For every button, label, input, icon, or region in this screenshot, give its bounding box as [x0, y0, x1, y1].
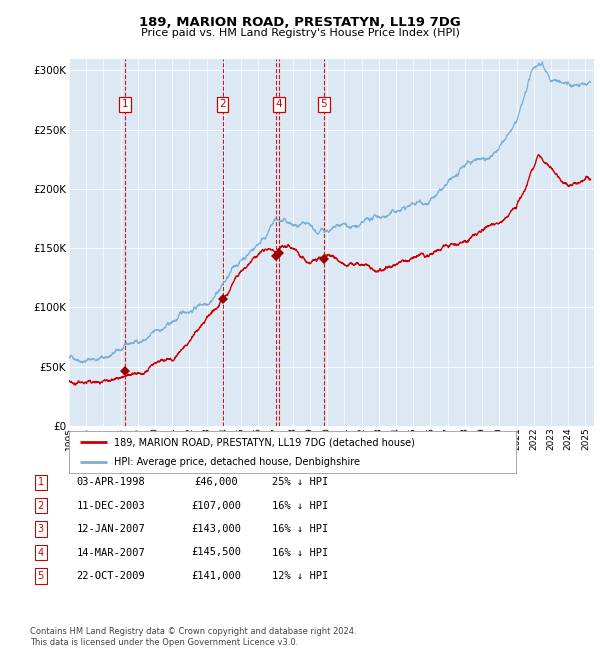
Text: 5: 5 — [38, 571, 44, 581]
Text: 2: 2 — [38, 500, 44, 511]
Text: 189, MARION ROAD, PRESTATYN, LL19 7DG (detached house): 189, MARION ROAD, PRESTATYN, LL19 7DG (d… — [114, 437, 415, 447]
Text: 1: 1 — [38, 477, 44, 488]
Text: 4: 4 — [38, 547, 44, 558]
Text: 5: 5 — [320, 99, 327, 109]
Text: 14-MAR-2007: 14-MAR-2007 — [77, 547, 145, 558]
Text: 4: 4 — [275, 99, 283, 109]
Text: 2: 2 — [220, 99, 226, 109]
Text: Contains HM Land Registry data © Crown copyright and database right 2024.
This d: Contains HM Land Registry data © Crown c… — [30, 627, 356, 647]
Text: £107,000: £107,000 — [191, 500, 241, 511]
Text: 3: 3 — [38, 524, 44, 534]
Text: HPI: Average price, detached house, Denbighshire: HPI: Average price, detached house, Denb… — [114, 457, 360, 467]
Text: £143,000: £143,000 — [191, 524, 241, 534]
Text: 16% ↓ HPI: 16% ↓ HPI — [272, 524, 328, 534]
Text: 03-APR-1998: 03-APR-1998 — [77, 477, 145, 488]
Text: 22-OCT-2009: 22-OCT-2009 — [77, 571, 145, 581]
Text: 12-JAN-2007: 12-JAN-2007 — [77, 524, 145, 534]
Text: £46,000: £46,000 — [194, 477, 238, 488]
Text: 16% ↓ HPI: 16% ↓ HPI — [272, 547, 328, 558]
Text: 12% ↓ HPI: 12% ↓ HPI — [272, 571, 328, 581]
Text: Price paid vs. HM Land Registry's House Price Index (HPI): Price paid vs. HM Land Registry's House … — [140, 28, 460, 38]
Text: 25% ↓ HPI: 25% ↓ HPI — [272, 477, 328, 488]
Text: 1: 1 — [122, 99, 128, 109]
Text: 16% ↓ HPI: 16% ↓ HPI — [272, 500, 328, 511]
Text: £145,500: £145,500 — [191, 547, 241, 558]
Text: 189, MARION ROAD, PRESTATYN, LL19 7DG: 189, MARION ROAD, PRESTATYN, LL19 7DG — [139, 16, 461, 29]
Text: 11-DEC-2003: 11-DEC-2003 — [77, 500, 145, 511]
Text: £141,000: £141,000 — [191, 571, 241, 581]
